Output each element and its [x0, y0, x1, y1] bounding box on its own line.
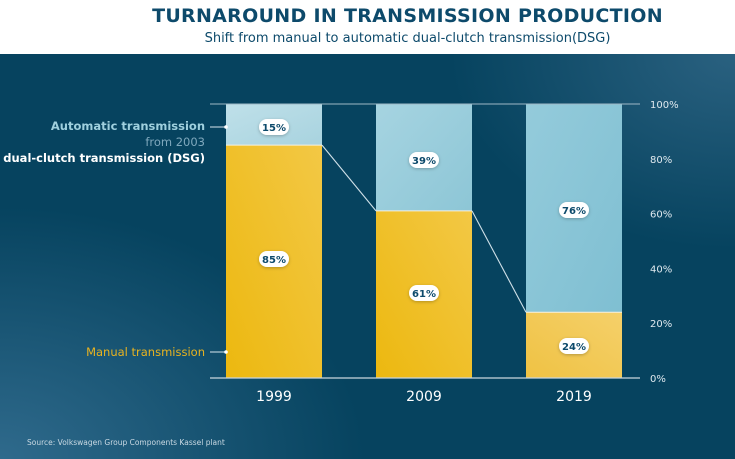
y-tick-label-60: 60%: [650, 210, 672, 221]
data-label-text: 61%: [412, 289, 436, 300]
y-tick-label-100: 100%: [650, 100, 679, 111]
connector-line-2009-2019: [471, 210, 527, 313]
x-tick-label-2009: 2009: [406, 389, 442, 405]
y-tick-label-20: 20%: [650, 319, 672, 330]
data-label-pill: [559, 202, 589, 218]
data-label-manual-2019: 24%: [559, 338, 589, 354]
legend: Automatic transmission from 2003 dual-cl…: [3, 119, 228, 359]
legend-automatic-line2: from 2003: [145, 135, 205, 149]
x-tick-label-1999: 1999: [256, 389, 292, 405]
header: TURNAROUND IN TRANSMISSION PRODUCTION Sh…: [0, 0, 735, 54]
data-label-pill: [409, 152, 439, 168]
data-label-automatic-2009: 39%: [409, 152, 439, 168]
connector-lines: [321, 144, 527, 313]
data-label-text: 76%: [562, 206, 586, 217]
chart-subtitle: Shift from manual to automatic dual-clut…: [204, 31, 611, 46]
y-tick-label-0: 0%: [650, 374, 666, 385]
legend-automatic-line3: dual-clutch transmission (DSG): [3, 151, 205, 165]
y-tick-label-40: 40%: [650, 264, 672, 275]
connector-line-1999-2009: [321, 144, 377, 212]
data-label-text: 85%: [262, 255, 286, 266]
y-tick-label-80: 80%: [650, 155, 672, 166]
data-label-pill: [259, 251, 289, 267]
chart-title: TURNAROUND IN TRANSMISSION PRODUCTION: [152, 5, 663, 27]
data-label-text: 24%: [562, 342, 586, 353]
data-labels: 85% 15% 61% 39% 24% 76%: [259, 119, 589, 354]
legend-automatic-line1: Automatic transmission: [51, 119, 205, 133]
data-label-manual-2009: 61%: [409, 285, 439, 301]
x-tick-label-2019: 2019: [556, 389, 592, 405]
data-label-pill: [559, 338, 589, 354]
data-label-text: 39%: [412, 156, 436, 167]
data-label-automatic-2019: 76%: [559, 202, 589, 218]
data-label-pill: [409, 285, 439, 301]
x-axis-labels: 1999 2009 2019: [256, 389, 592, 405]
data-label-pill: [259, 119, 289, 135]
legend-manual: Manual transmission: [86, 345, 205, 359]
source-note: Source: Volkswagen Group Components Kass…: [27, 438, 225, 447]
legend-manual-dot: [224, 350, 228, 354]
data-label-text: 15%: [262, 123, 286, 134]
data-label-automatic-1999: 15%: [259, 119, 289, 135]
data-label-manual-1999: 85%: [259, 251, 289, 267]
bars-group: [226, 104, 622, 378]
y-axis: 0% 20% 40% 60% 80% 100%: [210, 100, 679, 385]
legend-automatic-dot: [224, 125, 228, 129]
